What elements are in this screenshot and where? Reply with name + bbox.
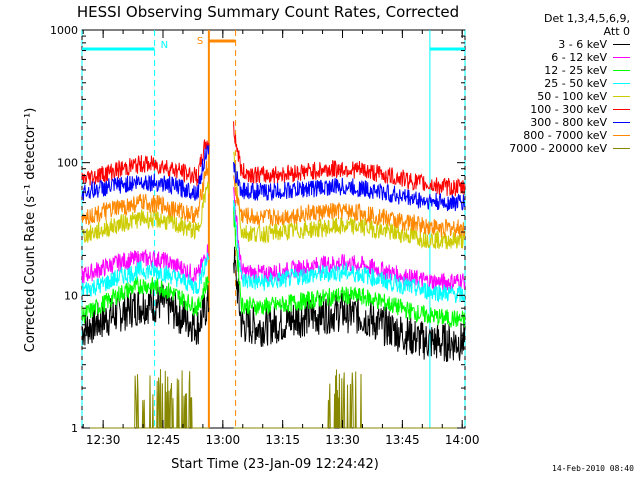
legend-entry-label: 300 - 800 keV [530, 116, 607, 129]
series-300-800-kev [81, 144, 466, 212]
series-12-25-kev [81, 206, 466, 328]
x-axis: 12:30 12:45 13:00 13:15 13:30 13:45 14:00 [82, 30, 480, 447]
series-800-7000-kev [81, 160, 466, 238]
legend-attenuator: Att 0 [603, 25, 630, 38]
legend-entry: 25 - 50 keV [478, 77, 630, 90]
y-tick-label: 1 [71, 422, 78, 435]
x-axis-label: Start Time (23-Jan-09 12:24:42) [171, 457, 379, 472]
legend-swatch [613, 122, 630, 123]
series-50-100-kev [81, 151, 466, 250]
legend-entry-label: 6 - 12 keV [551, 51, 607, 64]
series-7000-20000-kev [82, 369, 465, 429]
y-axis-label: Corrected Count Rate (s⁻¹ detector⁻¹) [23, 108, 38, 353]
legend-entry-label: 50 - 100 keV [537, 90, 607, 103]
legend-entry: 7000 - 20000 keV [478, 142, 630, 155]
legend-swatch [613, 57, 630, 58]
legend-entry: 3 - 6 keV [478, 38, 630, 51]
legend-swatch [613, 70, 630, 71]
x-tick-label: 12:30 [86, 433, 121, 447]
legend-swatch [613, 109, 630, 110]
legend-entry: 50 - 100 keV [478, 90, 630, 103]
x-tick-label: 13:45 [385, 433, 420, 447]
x-tick-label: 13:00 [206, 433, 241, 447]
legend-swatch [613, 83, 630, 84]
night-label: N [161, 40, 168, 51]
x-tick-label: 13:15 [265, 433, 300, 447]
plot-area [81, 29, 466, 429]
legend-entries: 3 - 6 keV 6 - 12 keV 12 - 25 keV 25 - 50 ke… [478, 38, 630, 155]
legend-entry: 100 - 300 keV [478, 103, 630, 116]
plot-frame [81, 29, 466, 429]
legend-entry-label: 3 - 6 keV [558, 38, 607, 51]
y-tick-label: 1000 [50, 24, 78, 37]
legend-entry-label: 12 - 25 keV [544, 64, 607, 77]
legend-swatch [613, 96, 630, 97]
chart-title: HESSI Observing Summary Count Rates, Cor… [77, 3, 459, 21]
saa-label: S [197, 36, 203, 47]
series-25-50-kev [81, 200, 466, 304]
y-tick-label: 10 [64, 289, 78, 302]
series-100-300-kev [81, 121, 466, 197]
series-3-6-kev [81, 246, 466, 362]
legend-swatch [613, 148, 630, 149]
y-tick-label: 100 [57, 157, 78, 170]
legend-entry: 12 - 25 keV [478, 64, 630, 77]
legend-entry: 800 - 7000 keV [478, 129, 630, 142]
legend-entry-label: 800 - 7000 keV [523, 129, 607, 142]
legend-entry-label: 7000 - 20000 keV [509, 142, 607, 155]
legend-swatch [613, 44, 630, 45]
legend-swatch [613, 135, 630, 136]
legend-entry: 6 - 12 keV [478, 51, 630, 64]
legend-detectors: Det 1,3,4,5,6,9, [543, 12, 630, 25]
legend-entry: 300 - 800 keV [478, 116, 630, 129]
timestamp: 14-Feb-2010 08:40 [552, 464, 634, 473]
x-tick-label: 14:00 [445, 433, 480, 447]
legend-entry-label: 100 - 300 keV [530, 103, 607, 116]
legend: Det 1,3,4,5,6,9, Att 0 3 - 6 keV 6 - 12 k… [478, 12, 630, 155]
series-layer [81, 121, 466, 429]
x-tick-label: 12:45 [146, 433, 181, 447]
legend-entry-label: 25 - 50 keV [544, 77, 607, 90]
x-tick-label: 13:30 [325, 433, 360, 447]
